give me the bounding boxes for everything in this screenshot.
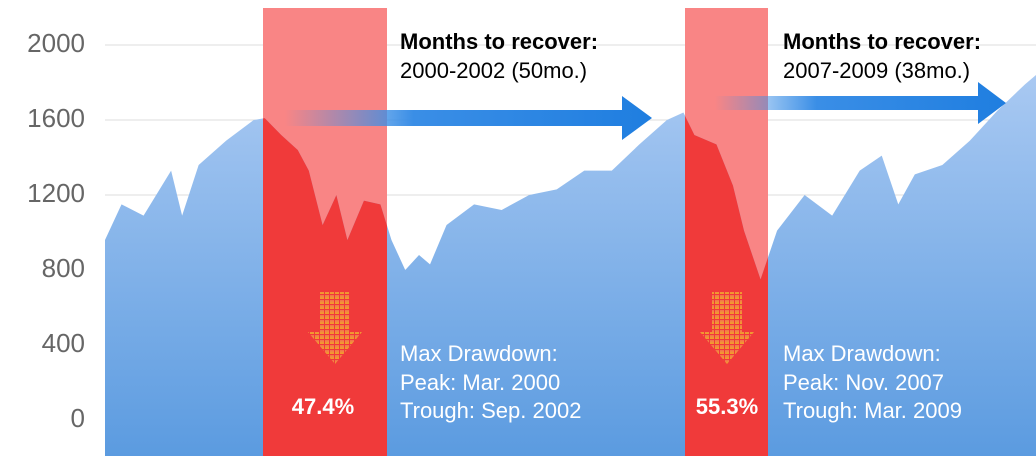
y-tick-label: 0 <box>71 403 85 433</box>
y-tick-label: 2000 <box>27 28 85 58</box>
annotation-peak: Peak: Mar. 2000 <box>400 370 560 395</box>
annotation-period: 2000-2002 (50mo.) <box>400 58 587 83</box>
plot <box>105 75 1036 456</box>
y-tick-label: 1200 <box>27 178 85 208</box>
annotation-peak: Peak: Nov. 2007 <box>783 370 944 395</box>
recovery-arrow <box>285 82 1006 140</box>
y-tick-label: 800 <box>42 253 85 283</box>
y-tick-label: 1600 <box>27 103 85 133</box>
annotation-period: 2007-2009 (38mo.) <box>783 58 970 83</box>
drawdown-label: 55.3% <box>696 394 758 419</box>
annotation-trough: Trough: Sep. 2002 <box>400 398 581 423</box>
drawdown-label: 47.4% <box>292 394 354 419</box>
down-arrow <box>308 292 754 364</box>
annotation-label: Max Drawdown: <box>400 341 558 366</box>
y-tick-label: 400 <box>42 328 85 358</box>
annotation-trough: Trough: Mar. 2009 <box>783 398 962 423</box>
annotation-label: Max Drawdown: <box>783 341 941 366</box>
annotation-heading: Months to recover: <box>783 29 981 54</box>
annotation-heading: Months to recover: <box>400 29 598 54</box>
